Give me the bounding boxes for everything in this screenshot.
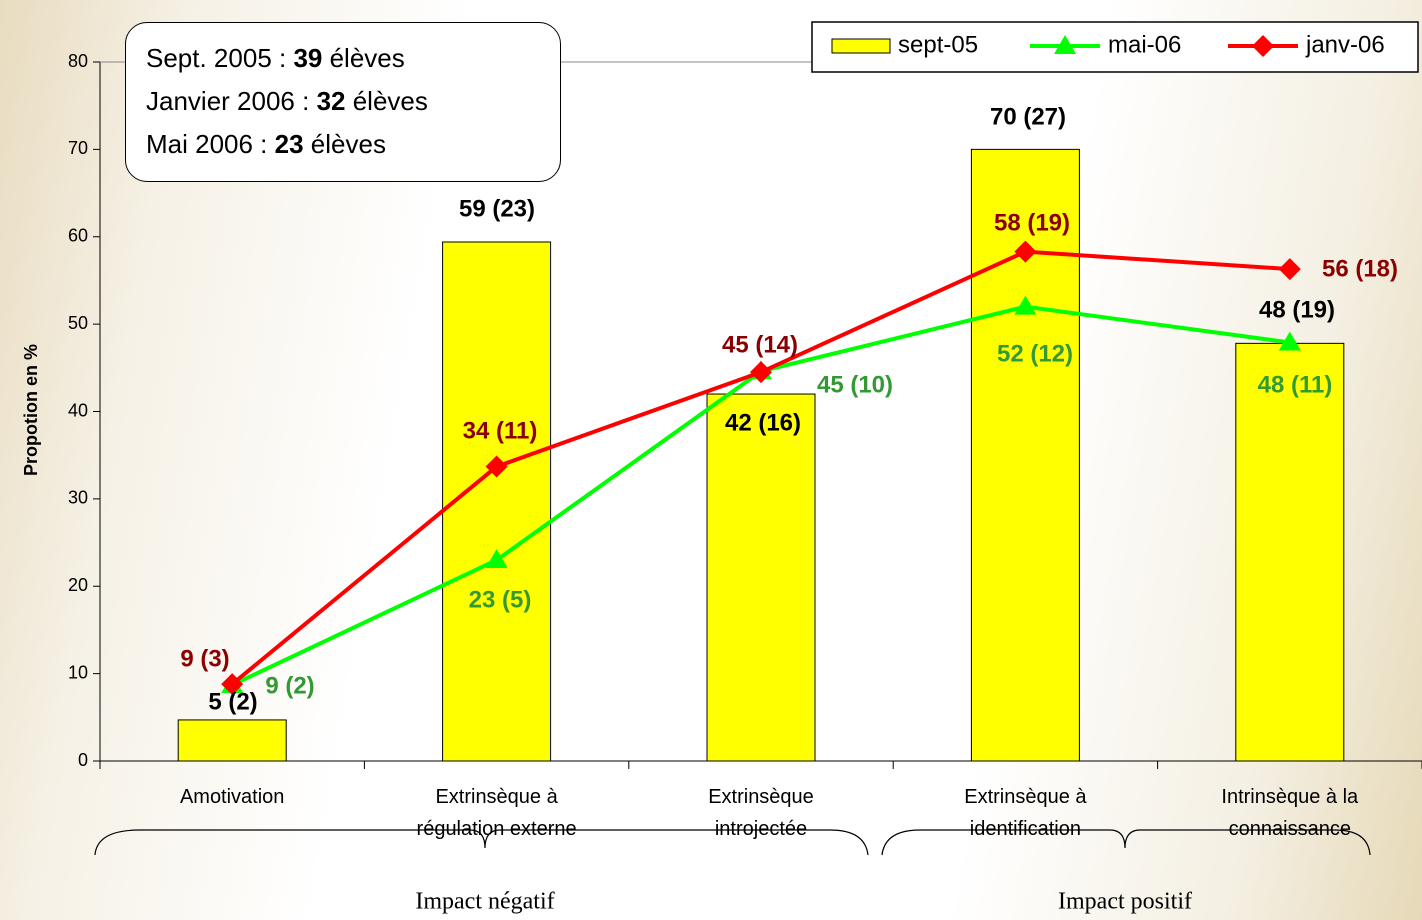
- data-label: 42 (16): [725, 409, 801, 436]
- marker: [1014, 295, 1037, 315]
- x-tick-label: Extrinsèque à identification: [964, 786, 1087, 840]
- info-text: Mai 2006 :: [146, 129, 275, 159]
- y-tick-label: 40: [68, 400, 88, 420]
- data-label: 52 (12): [997, 340, 1073, 367]
- legend-label: sept-05: [898, 31, 978, 58]
- info-text: Janvier 2006 :: [146, 86, 317, 116]
- marker: [485, 455, 508, 478]
- y-tick-label: 0: [78, 750, 88, 770]
- legend-swatch: [831, 38, 891, 54]
- info-line: Sept. 2005 : 39 élèves: [146, 37, 560, 80]
- marker: [1014, 240, 1037, 263]
- marker: [1278, 331, 1301, 351]
- marker: [750, 361, 772, 384]
- info-text: 23: [274, 129, 304, 159]
- y-tick-label: 70: [68, 138, 88, 158]
- data-label: 5 (2): [208, 688, 257, 715]
- info-line: Mai 2006 : 23 élèves: [146, 123, 560, 166]
- marker: [1252, 35, 1274, 57]
- x-tick-label: Intrinsèque à la connaissance: [1221, 786, 1359, 840]
- info-text: Sept. 2005 :: [146, 43, 294, 73]
- y-tick-label: 50: [68, 313, 88, 333]
- marker: [1054, 35, 1076, 54]
- data-label: 56 (18): [1322, 255, 1398, 282]
- data-label: 70 (27): [990, 103, 1066, 130]
- data-label: 59 (23): [459, 195, 535, 222]
- data-label: 9 (2): [265, 672, 314, 699]
- legend-label: mai-06: [1108, 31, 1181, 58]
- bar: [1235, 342, 1345, 762]
- data-label: 45 (14): [722, 331, 798, 358]
- data-label: 23 (5): [469, 586, 532, 613]
- y-tick-label: 30: [68, 488, 88, 508]
- group-label: Impact négatif: [415, 889, 554, 915]
- info-line: Janvier 2006 : 32 élèves: [146, 80, 560, 123]
- marker: [1278, 258, 1301, 281]
- x-tick-label: Extrinsèque introjectée: [708, 786, 814, 840]
- marker: [221, 673, 244, 696]
- info-text: élèves: [322, 43, 405, 73]
- x-tick-label: Extrinsèque à régulation externe: [416, 786, 577, 840]
- y-axis-label: Propotion en %: [21, 344, 41, 476]
- x-tick-label: Amotivation: [179, 786, 285, 808]
- legend-label: janv-06: [1305, 31, 1385, 58]
- group-label: Impact positif: [1058, 889, 1192, 915]
- data-label: 34 (11): [463, 417, 538, 444]
- y-tick-label: 80: [68, 51, 88, 71]
- info-text: élèves: [345, 86, 428, 116]
- data-label: 48 (11): [1258, 371, 1333, 398]
- brace: [881, 829, 1371, 856]
- info-text: 39: [293, 43, 323, 73]
- bar: [706, 393, 816, 762]
- y-tick-label: 20: [68, 575, 88, 595]
- data-label: 45 (10): [817, 371, 893, 398]
- info-box: Sept. 2005 : 39 élèves Janvier 2006 : 32 …: [125, 22, 561, 182]
- bar: [442, 241, 552, 762]
- bar: [177, 719, 287, 762]
- marker: [485, 549, 508, 569]
- y-tick-label: 60: [68, 226, 88, 246]
- data-label: 48 (19): [1259, 296, 1335, 323]
- data-label: 9 (3): [180, 645, 229, 672]
- y-tick-label: 10: [68, 662, 88, 682]
- brace: [94, 829, 869, 856]
- info-text: élèves: [303, 129, 386, 159]
- data-label: 58 (19): [994, 209, 1070, 236]
- info-text: 32: [316, 86, 346, 116]
- legend-box: [811, 21, 1419, 73]
